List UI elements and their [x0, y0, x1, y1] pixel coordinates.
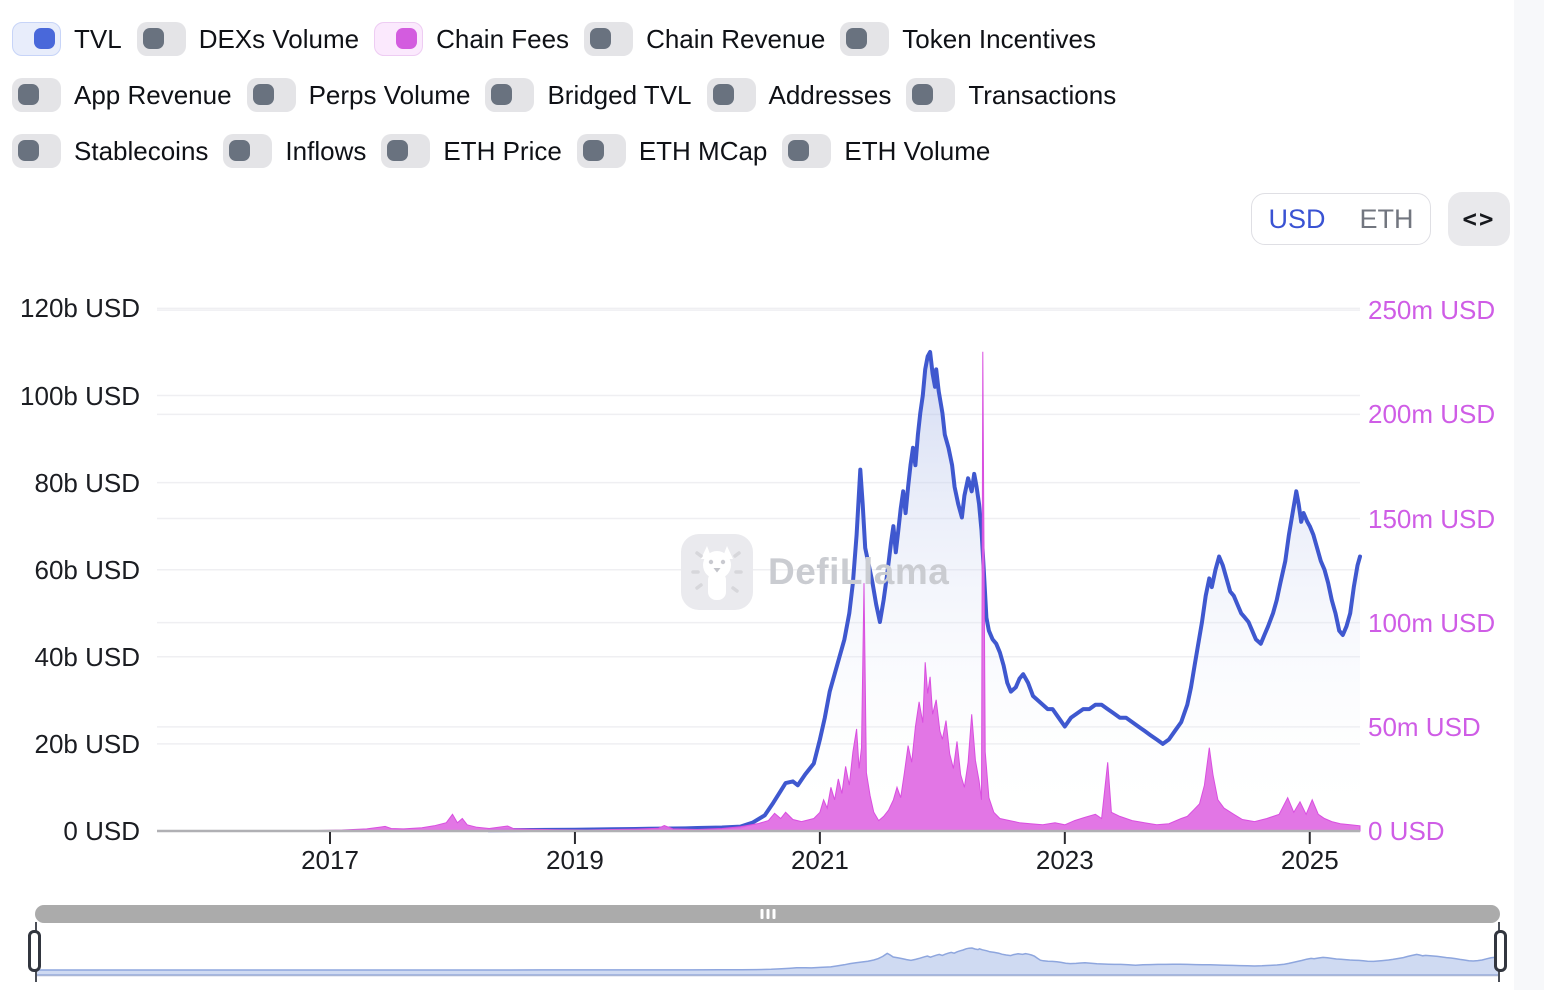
toggle-label: Bridged TVL [547, 79, 692, 110]
x-tick-label: 2019 [546, 845, 604, 875]
toggle-label: Token Incentives [902, 23, 1096, 54]
toggle-chain-revenue[interactable]: Chain Revenue [584, 22, 825, 56]
toggle-addresses[interactable]: Addresses [706, 78, 892, 112]
toggle-inflows[interactable]: Inflows [223, 134, 366, 168]
toggle-label: ETH MCap [638, 135, 768, 166]
toggle-label: Stablecoins [74, 135, 209, 166]
toggle-tvl[interactable]: TVL [12, 22, 122, 56]
toggle-switch-icon[interactable] [246, 78, 296, 112]
toggle-label: Chain Revenue [646, 23, 826, 54]
currency-eth-button[interactable]: ETH [1359, 203, 1414, 234]
y-right-tick-label: 150m USD [1368, 503, 1496, 534]
toggle-switch-icon[interactable] [906, 78, 956, 112]
toggle-knob-icon [18, 84, 39, 105]
toggle-knob-icon [491, 84, 513, 105]
brush-right-handle[interactable] [1494, 930, 1507, 972]
toggle-switch-icon[interactable] [782, 134, 832, 168]
toggle-switch-icon[interactable] [576, 134, 626, 168]
toggle-label: Chain Fees [436, 23, 570, 54]
toggle-label: Transactions [968, 79, 1117, 110]
toggle-switch-icon[interactable] [840, 22, 890, 56]
y-left-tick-label: 120b USD [20, 293, 140, 324]
toggle-stablecoins[interactable]: Stablecoins [12, 134, 208, 168]
toggle-knob-icon [582, 140, 604, 161]
toggle-eth-price[interactable]: ETH Price [381, 134, 562, 168]
x-tick-label: 2023 [1035, 845, 1094, 875]
toggle-label: Perps Volume [308, 79, 471, 110]
toggle-knob-icon [788, 140, 810, 161]
toggle-switch-icon[interactable] [374, 22, 424, 56]
toggle-switch-icon[interactable] [381, 134, 431, 168]
toggle-perps-volume[interactable]: Perps Volume [246, 78, 471, 112]
toggle-knob-icon [396, 28, 418, 49]
toggle-knob-icon [229, 140, 251, 161]
y-right-tick-label: 0 USD [1368, 816, 1445, 846]
y-left-tick-label: 80b USD [34, 467, 141, 498]
datazoom-scrollbar[interactable] [35, 905, 1500, 923]
scrollbar-grip-icon[interactable] [760, 909, 775, 919]
toggle-knob-icon [912, 84, 934, 105]
code-icon: <> [1462, 205, 1496, 233]
toggle-label: ETH Volume [844, 135, 991, 166]
y-right-tick-label: 100m USD [1368, 607, 1496, 638]
y-right-tick-label: 200m USD [1368, 399, 1496, 430]
y-right-tick-label: 50m USD [1368, 711, 1481, 742]
x-tick-label: 2021 [790, 845, 849, 875]
toggle-label: Addresses [768, 79, 892, 110]
toggle-knob-icon [387, 140, 409, 161]
toggle-dexs-volume[interactable]: DEXs Volume [136, 22, 360, 56]
toggle-knob-icon [18, 140, 39, 161]
embed-code-button[interactable]: <> [1448, 192, 1510, 246]
currency-switcher: USD ETH [1251, 193, 1431, 245]
toggle-token-incentives[interactable]: Token Incentives [840, 22, 1096, 56]
legend-row-3: Stablecoins Inflows ETH Price ETH MCap ETH V… [12, 134, 990, 168]
y-left-tick-label: 100b USD [20, 380, 140, 411]
toggle-switch-icon[interactable] [485, 78, 535, 112]
datazoom-preview-panel[interactable] [28, 922, 1507, 982]
toggle-switch-icon[interactable] [223, 134, 273, 168]
x-tick-label: 2025 [1280, 845, 1339, 875]
toggle-label: Inflows [285, 135, 367, 166]
right-gutter [1514, 0, 1544, 990]
toggle-knob-icon [142, 28, 164, 49]
y-left-tick-label: 60b USD [34, 554, 141, 585]
y-left-tick-label: 40b USD [34, 641, 141, 672]
toggle-knob-icon [846, 28, 868, 49]
toggle-switch-icon[interactable] [706, 78, 756, 112]
toggle-switch-icon[interactable] [12, 78, 61, 112]
currency-usd-button[interactable]: USD [1268, 203, 1326, 234]
toggle-knob-icon [252, 84, 274, 105]
toggle-switch-icon[interactable] [12, 134, 61, 168]
toggle-transactions[interactable]: Transactions [906, 78, 1116, 112]
chart-controls: USD ETH <> [1251, 192, 1510, 246]
y-left-tick-label: 0 USD [63, 816, 140, 846]
toggle-knob-icon [712, 84, 734, 105]
legend-row-2: App Revenue Perps Volume Bridged TVL Addres… [12, 78, 1116, 112]
toggle-eth-mcap[interactable]: ETH MCap [576, 134, 768, 168]
toggle-switch-icon[interactable] [136, 22, 186, 56]
toggle-switch-icon[interactable] [12, 22, 61, 56]
toggle-label: ETH Price [443, 135, 562, 166]
toggle-eth-volume[interactable]: ETH Volume [782, 134, 990, 168]
x-tick-label: 2017 [301, 845, 359, 875]
y-right-tick-label: 250m USD [1368, 295, 1496, 326]
brush-left-handle[interactable] [28, 930, 41, 972]
toggle-app-revenue[interactable]: App Revenue [12, 78, 232, 112]
toggle-bridged-tvl[interactable]: Bridged TVL [485, 78, 692, 112]
y-left-tick-label: 20b USD [34, 728, 141, 759]
toggle-knob-icon [590, 28, 612, 49]
tvl-preview-minichart [34, 947, 1501, 977]
toggle-chain-fees[interactable]: Chain Fees [374, 22, 569, 56]
toggle-switch-icon[interactable] [584, 22, 634, 56]
toggle-label: DEXs Volume [198, 23, 360, 54]
legend-row-1: TVL DEXs Volume Chain Fees Chain Revenue Tok… [12, 22, 1096, 56]
toggle-label: TVL [74, 23, 122, 54]
toggle-label: App Revenue [74, 79, 232, 110]
toggle-knob-icon [34, 28, 55, 49]
